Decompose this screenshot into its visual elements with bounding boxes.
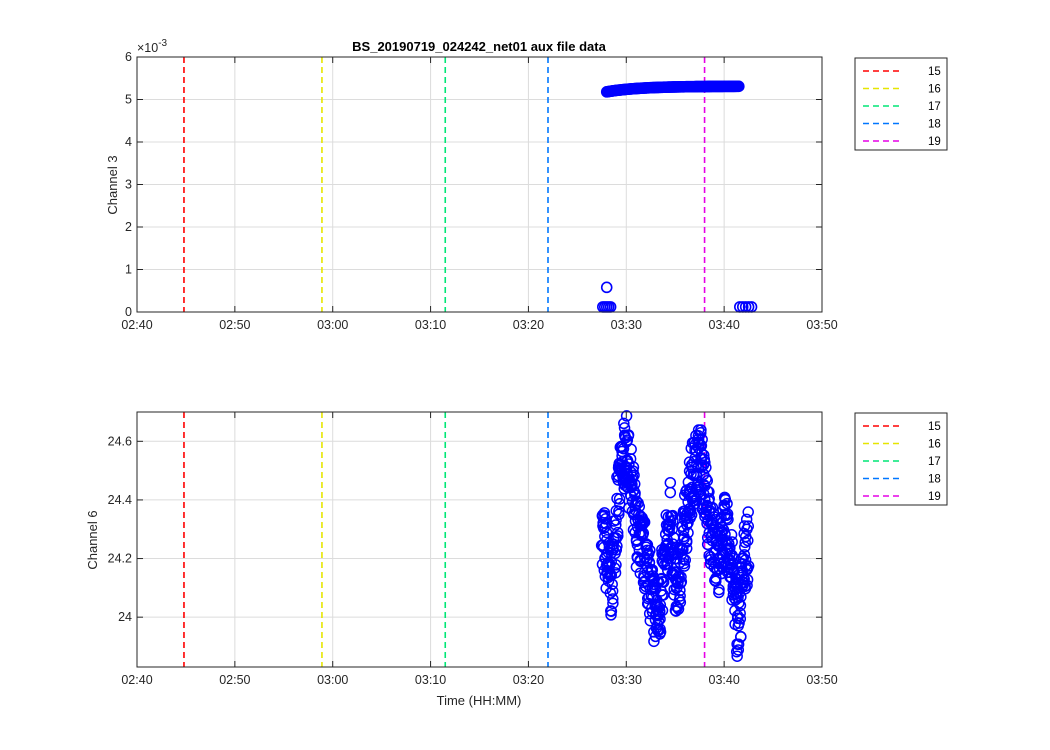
channel-3-plot: 02:40 02:50 03:00 03:10 03:20 03:30 03:40 03:50… [105,38,947,332]
y-tick-label: 24.4 [108,493,132,507]
y-tick-labels: 24 24.2 24.4 24.6 [108,434,132,624]
legend: 15 16 17 18 19 [855,58,947,150]
y-tick-label: 24.6 [108,434,132,448]
y-tick-label: 5 [125,93,132,107]
x-tick-label: 02:50 [219,318,250,332]
y-axis-label: Channel 3 [105,155,120,214]
x-axis-label: Time (HH:MM) [437,693,522,708]
x-tick-label: 03:00 [317,673,348,687]
x-tick-label: 03:40 [709,318,740,332]
channel-6-plot: 02:40 02:50 03:00 03:10 03:20 03:30 03:40 03:50… [85,411,947,708]
legend-label-19: 19 [928,136,941,148]
x-tick-label: 03:50 [806,673,837,687]
chart-title: BS_20190719_024242_net01 aux file data [352,39,606,54]
x-tick-label: 02:50 [219,673,250,687]
y-tick-label: 3 [125,178,132,192]
y-tick-label: 0 [125,305,132,319]
y-tick-label: 4 [125,135,132,149]
legend-label-15: 15 [928,421,941,433]
x-tick-label: 03:20 [513,318,544,332]
x-tick-label: 03:00 [317,318,348,332]
y-exponent-label: ×10-3 [137,38,168,55]
x-tick-label: 03:40 [709,673,740,687]
x-tick-label: 02:40 [121,673,152,687]
y-tick-label: 2 [125,220,132,234]
legend-label-17: 17 [928,101,941,113]
y-tick-label: 1 [125,263,132,277]
y-axis-label: Channel 6 [85,510,100,569]
x-tick-label: 03:30 [611,318,642,332]
legend-label-15: 15 [928,66,941,78]
x-tick-label: 02:40 [121,318,152,332]
x-tick-label: 03:50 [806,318,837,332]
legend-label-16: 16 [928,439,941,451]
y-tick-label: 6 [125,50,132,64]
legend-label-18: 18 [928,474,941,486]
legend-label-16: 16 [928,84,941,96]
x-tick-labels: 02:40 02:50 03:00 03:10 03:20 03:30 03:40 03:50 [121,673,837,687]
y-tick-label: 24.2 [108,552,132,566]
y-tick-label: 24 [118,610,132,624]
x-tick-label: 03:20 [513,673,544,687]
x-tick-labels: 02:40 02:50 03:00 03:10 03:20 03:30 03:40 03:50 [121,318,837,332]
x-tick-label: 03:10 [415,673,446,687]
y-tick-labels: 0 1 2 3 4 5 6 [125,50,132,319]
x-tick-label: 03:10 [415,318,446,332]
legend: 15 16 17 18 19 [855,413,947,505]
legend-label-19: 19 [928,491,941,503]
x-tick-label: 03:30 [611,673,642,687]
legend-label-17: 17 [928,456,941,468]
legend-label-18: 18 [928,119,941,131]
